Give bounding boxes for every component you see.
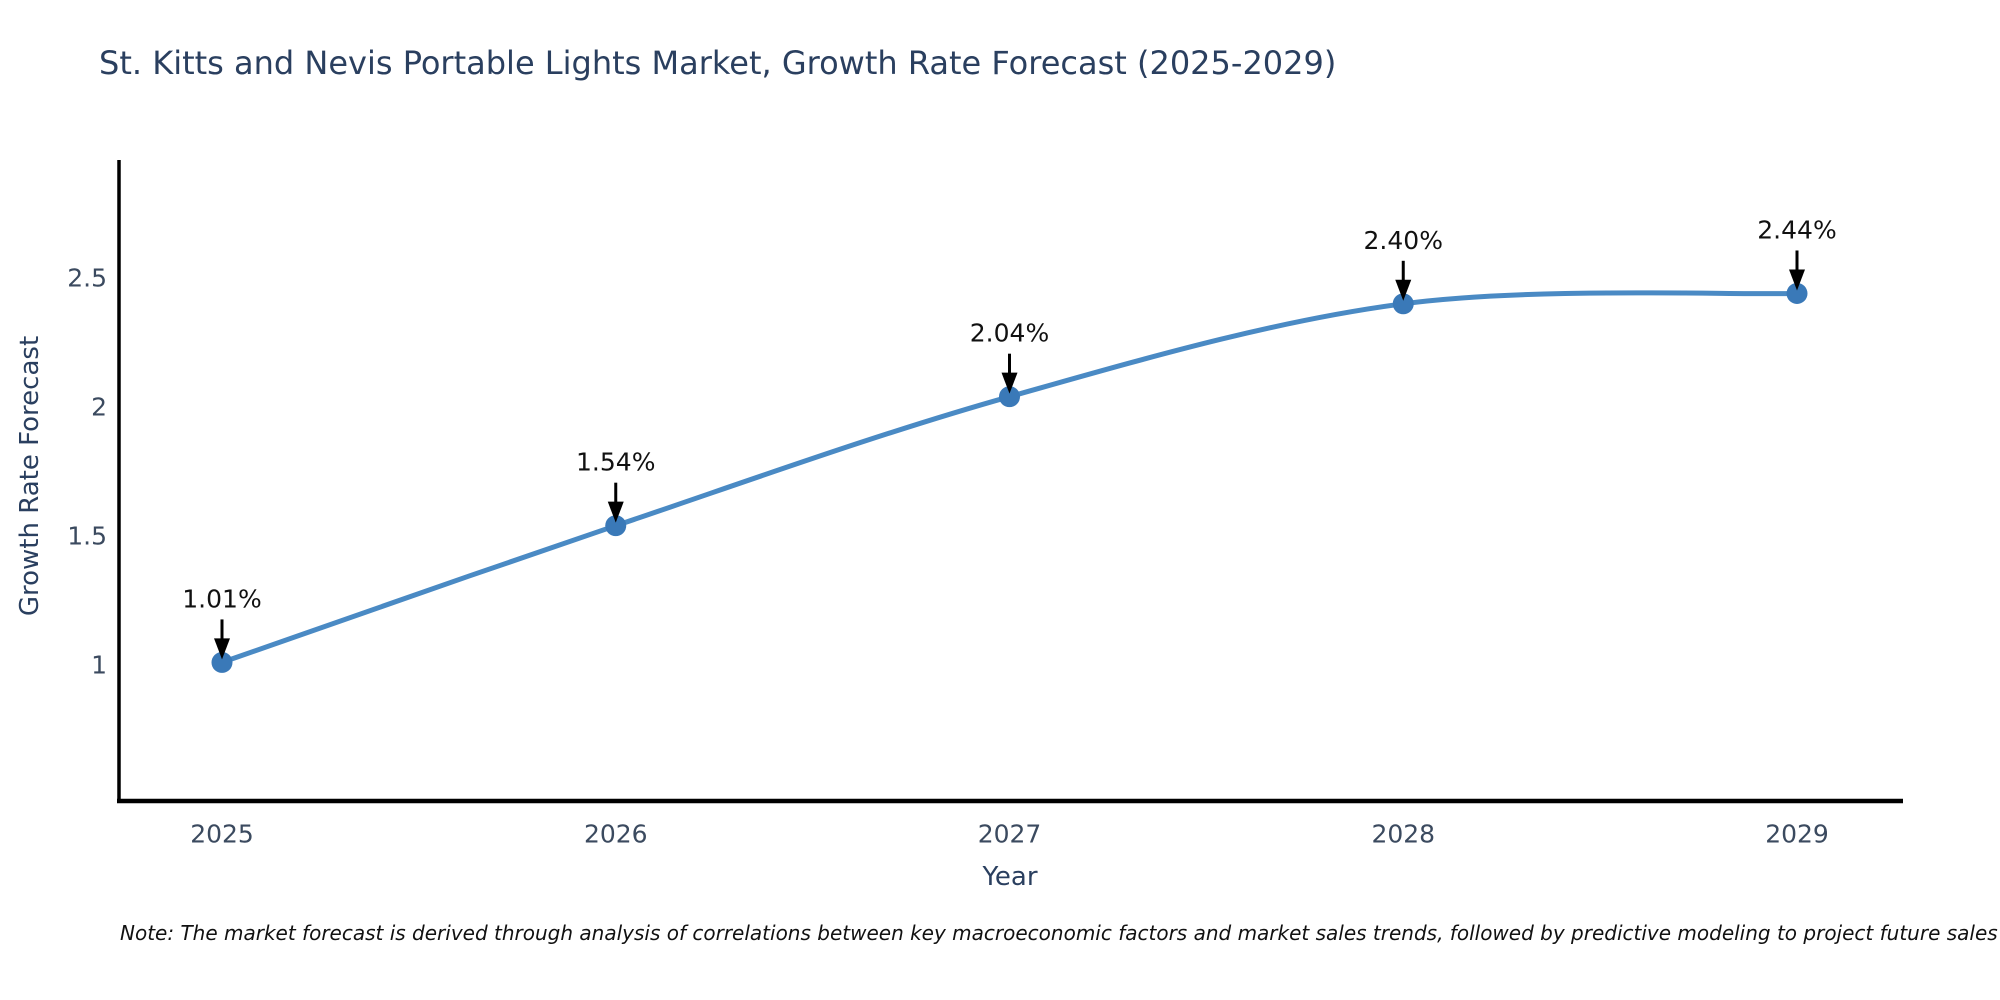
annotation-arrow-head-2026	[607, 501, 624, 523]
chart-footnote: Note: The market forecast is derived thr…	[120, 921, 1998, 945]
data-point-label-2026: 1.54%	[576, 448, 655, 477]
x-tick-label-2028: 2028	[1371, 819, 1435, 848]
x-tick-label-2025: 2025	[190, 819, 254, 848]
y-tick-label-1: 1	[91, 651, 107, 680]
x-tick-label-2026: 2026	[584, 819, 648, 848]
y-tick-label-2.5: 2.5	[67, 264, 107, 293]
data-point-label-2027: 2.04%	[970, 319, 1049, 348]
data-point-marker-2028	[1392, 293, 1414, 315]
data-point-label-2028: 2.40%	[1364, 226, 1443, 255]
x-axis-title: Year	[982, 862, 1038, 892]
data-point-marker-2027	[999, 386, 1020, 408]
forecast-line	[219, 290, 1800, 665]
y-tick-label-1.5: 1.5	[67, 522, 107, 551]
data-point-marker-2029	[1786, 282, 1808, 304]
data-point-label-2029: 2.44%	[1757, 215, 1836, 244]
data-point-label-2025: 1.01%	[182, 584, 261, 613]
y-tick-label-2: 2	[91, 393, 107, 422]
data-point-marker-2025	[211, 651, 233, 673]
annotation-arrow-head-2027	[1001, 372, 1018, 394]
annotation-arrow-head-2028	[1395, 279, 1412, 301]
annotation-arrow-head-2029	[1789, 269, 1805, 291]
x-tick-label-2029: 2029	[1765, 819, 1829, 848]
chart-title: St. Kitts and Nevis Portable Lights Mark…	[99, 44, 1337, 82]
x-tick-label-2027: 2027	[978, 819, 1042, 848]
data-point-marker-2026	[605, 515, 627, 537]
annotation-arrow-head-2025	[214, 638, 230, 660]
